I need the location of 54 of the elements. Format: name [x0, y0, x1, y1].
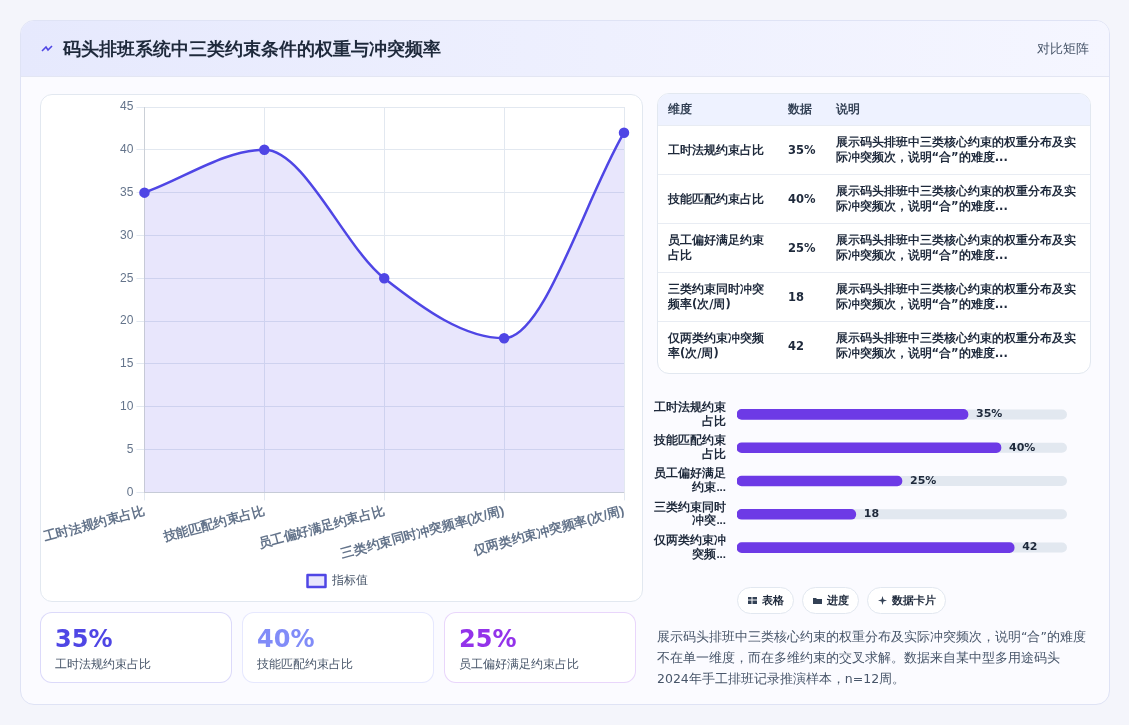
y-tick-label: 20 [120, 313, 134, 328]
category-label: 技能匹配约束占比 [257, 657, 354, 672]
text: 表格 [762, 593, 784, 608]
text: 40% [788, 192, 816, 206]
point [378, 273, 390, 284]
point [498, 332, 510, 344]
text: 展示码头排班中三类核心约束的权重分布及实际冲突频次，说明“合”的难度不在单一维度，而在多维约束的交叉求解。数据来自某中型多用途码头2024年手工排班记录推演样本，n=12周。 [657, 628, 1087, 688]
text: 展示码头排班中三类核心约束的权重分布及实际冲突频次，说明“合”的难度... [825, 272, 1090, 322]
text: 对比矩阵 [1037, 39, 1089, 58]
data-label: 42 [1022, 540, 1038, 554]
y-tick-label: 0 [126, 484, 134, 499]
text: 35% [788, 143, 816, 157]
text: 25% [788, 241, 816, 255]
text: 25% [459, 625, 517, 653]
data-label: 25% [910, 473, 937, 487]
data-label: 40% [1009, 440, 1036, 454]
text: 数据卡片 [892, 593, 936, 608]
y-tick-label: 40 [120, 142, 134, 157]
text: 展示码头排班中三类核心约束的权重分布及实际冲突频次，说明“合”的难度... [825, 223, 1090, 273]
y-tick-label: 30 [120, 227, 134, 242]
category-label: 仅两类约束冲突频率(次/周) [658, 321, 778, 370]
y-tick-label: 35 [120, 184, 134, 199]
y-tick-label: 10 [120, 399, 134, 414]
text: 展示码头排班中三类核心约束的权重分布及实际冲突频次，说明“合”的难度... [825, 174, 1090, 224]
y-tick-label: 员工偏好满足约束... [654, 466, 726, 494]
y-tick-label: 技能匹配约束占比 [653, 432, 726, 460]
text: 42 [788, 339, 805, 353]
category-label: 三类约束同时冲突频率(次/周) [658, 272, 778, 322]
y-tick-label: 仅两类约束冲突频... [653, 532, 726, 561]
category-label: 员工偏好满足约束占比 [459, 657, 580, 672]
point [139, 187, 150, 198]
category-label: 员工偏好满足约束占比 [658, 223, 778, 273]
text: 数据 [778, 94, 826, 126]
text: 40% [257, 625, 315, 653]
y-tick-label: 工时法规约束占比 [653, 399, 726, 427]
y-tick-label: 三类约束同时冲突... [654, 499, 726, 527]
point [259, 144, 270, 156]
data-label: 35% [976, 407, 1003, 421]
text: 展示码头排班中三类核心约束的权重分布及实际冲突频次，说明“合”的难度... [825, 125, 1090, 175]
category-label: 工时法规约束占比 [55, 657, 152, 672]
data-label: 18 [863, 507, 880, 521]
y-tick-label: 15 [120, 356, 134, 371]
text: 码头排班系统中三类约束条件的权重与冲突频率 [63, 36, 442, 61]
y-tick-label: 45 [120, 99, 134, 114]
text: 说明 [825, 94, 1090, 126]
text: 展示码头排班中三类核心约束的权重分布及实际冲突频次，说明“合”的难度... [825, 321, 1090, 370]
point [618, 127, 630, 138]
text: 进度 [827, 593, 849, 608]
text: 35% [55, 625, 113, 653]
text: 维度 [658, 94, 778, 126]
y-tick-label: 25 [120, 270, 134, 285]
text: 18 [788, 290, 805, 304]
legend-label: 指标值 [330, 573, 368, 588]
y-tick-label: 5 [126, 441, 134, 456]
